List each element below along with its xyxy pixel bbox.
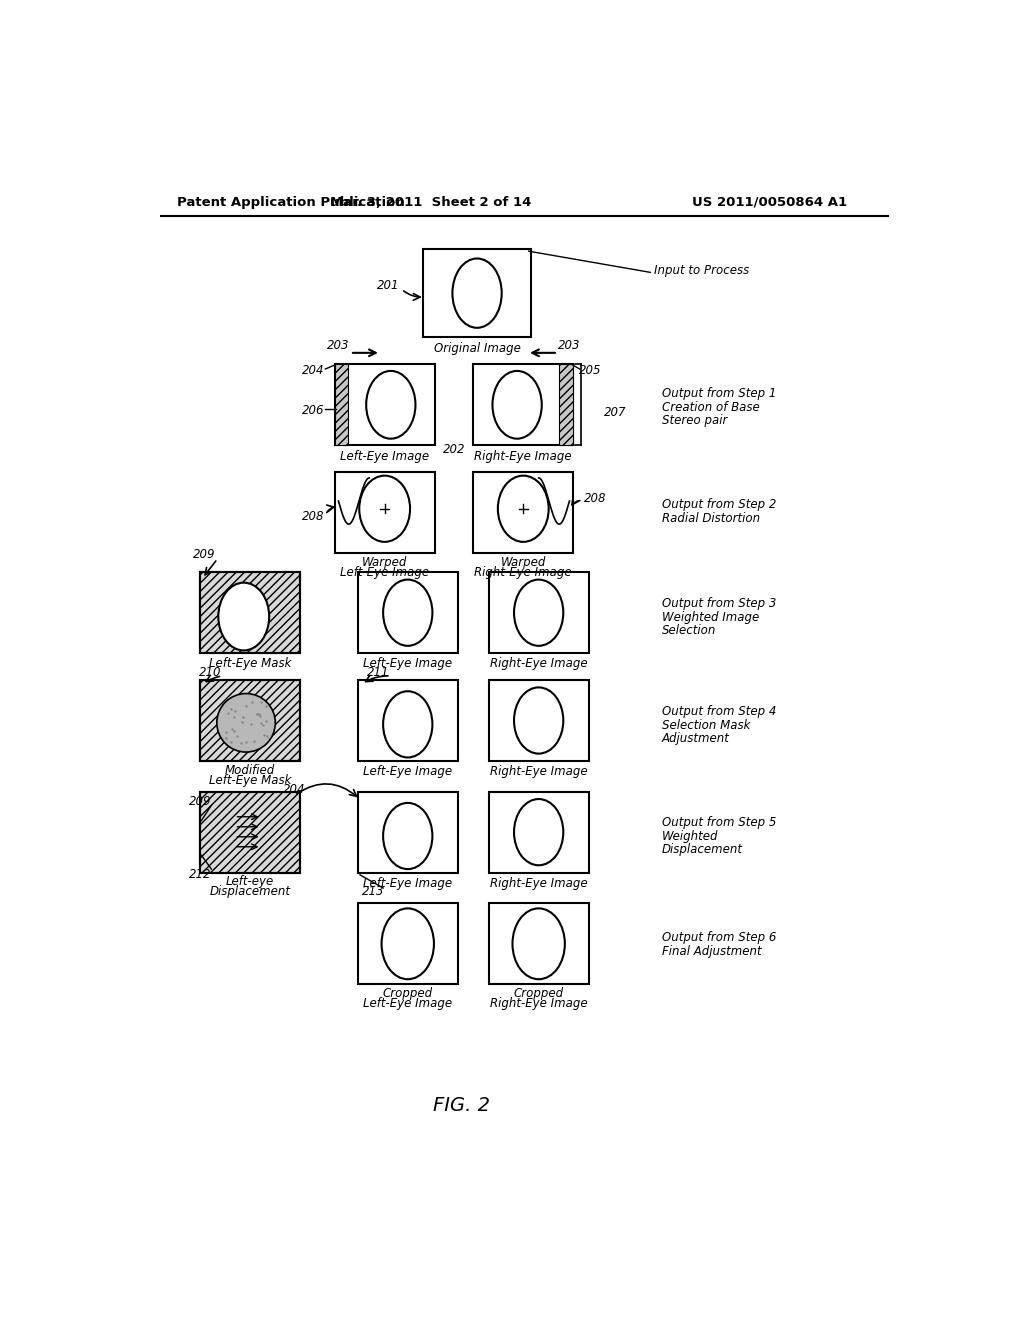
Text: 213: 213 [361,886,384,899]
Ellipse shape [383,579,432,645]
Text: 206: 206 [302,404,325,417]
Text: Output from Step 6: Output from Step 6 [662,931,776,944]
Text: Cropped: Cropped [514,987,564,1001]
Text: Displacement: Displacement [662,843,742,857]
Text: Modified: Modified [225,764,275,776]
Circle shape [217,693,275,752]
Ellipse shape [493,371,542,438]
Bar [473,364,573,445]
Text: Output from Step 1: Output from Step 1 [662,387,776,400]
Text: Right-Eye Image: Right-Eye Image [489,766,588,779]
Text: Warped: Warped [361,556,408,569]
Ellipse shape [359,475,410,541]
Text: 204: 204 [302,364,325,378]
Text: Selection Mask: Selection Mask [662,718,751,731]
Text: Left-Eye Mask: Left-Eye Mask [209,657,291,671]
Bar [357,903,458,985]
Bar [488,573,589,653]
Text: 208: 208 [584,492,606,506]
Text: 208: 208 [302,510,325,523]
Text: Left-Eye Image: Left-Eye Image [364,997,453,1010]
Text: Cropped: Cropped [383,987,433,1001]
Text: Weighted Image: Weighted Image [662,611,759,624]
Ellipse shape [383,803,432,869]
Text: Selection: Selection [662,624,716,638]
Text: Radial Distortion: Radial Distortion [662,512,760,525]
Text: Adjustment: Adjustment [662,731,730,744]
Text: Input to Process: Input to Process [654,264,750,277]
Text: Left-eye: Left-eye [225,875,274,888]
Bar [357,573,458,653]
Text: Warped: Warped [501,556,546,569]
Text: 203: 203 [558,339,581,351]
Text: Output from Step 2: Output from Step 2 [662,499,776,511]
Text: Right-Eye Image: Right-Eye Image [489,876,588,890]
Bar [200,792,300,873]
Bar [357,680,458,760]
Text: Left-Eye Image: Left-Eye Image [340,566,429,578]
Text: Original Image: Original Image [433,342,520,355]
Text: Left-Eye Image: Left-Eye Image [340,450,429,462]
Text: Patent Application Publication: Patent Application Publication [177,195,404,209]
Bar [473,473,573,553]
Bar [200,680,300,760]
Text: Output from Step 5: Output from Step 5 [662,816,776,829]
Text: FIG. 2: FIG. 2 [433,1096,490,1115]
Text: Right-Eye Image: Right-Eye Image [489,997,588,1010]
Text: Displacement: Displacement [210,886,291,899]
Text: Mar. 3, 2011  Sheet 2 of 14: Mar. 3, 2011 Sheet 2 of 14 [330,195,531,209]
Bar [559,364,573,445]
Bar [200,573,300,653]
Text: 209: 209 [193,548,215,561]
Text: Right-Eye Image: Right-Eye Image [474,566,572,578]
Bar [335,364,348,445]
Text: 209: 209 [188,795,211,808]
Bar [423,249,531,338]
Bar [200,573,300,653]
Text: Left-Eye Image: Left-Eye Image [364,657,453,671]
Text: 212: 212 [188,869,211,880]
Bar [335,473,435,553]
Text: Final Adjustment: Final Adjustment [662,945,762,958]
Text: 203: 203 [328,339,350,351]
Text: Creation of Base: Creation of Base [662,400,760,413]
Text: Left-Eye Mask: Left-Eye Mask [209,774,291,787]
Text: 202: 202 [442,442,465,455]
Bar [357,792,458,873]
Text: 204: 204 [284,783,306,796]
Ellipse shape [514,579,563,645]
Bar [200,792,300,873]
Ellipse shape [383,692,432,758]
Text: Output from Step 4: Output from Step 4 [662,705,776,718]
Ellipse shape [514,799,563,866]
Ellipse shape [512,908,565,979]
Ellipse shape [453,259,502,327]
Bar [488,792,589,873]
Ellipse shape [498,475,549,541]
Text: Left-Eye Image: Left-Eye Image [364,876,453,890]
Text: Right-Eye Image: Right-Eye Image [474,450,572,462]
Text: 210: 210 [199,667,221,680]
Text: 207: 207 [604,407,627,418]
Bar [488,903,589,985]
Ellipse shape [382,908,434,979]
Text: Output from Step 3: Output from Step 3 [662,597,776,610]
Bar [488,680,589,760]
Bar [200,680,300,760]
Text: Right-Eye Image: Right-Eye Image [489,657,588,671]
Ellipse shape [218,582,269,651]
Text: Left-Eye Image: Left-Eye Image [364,766,453,779]
Ellipse shape [367,371,416,438]
Text: Weighted: Weighted [662,830,719,843]
Text: Stereo pair: Stereo pair [662,413,727,426]
Text: US 2011/0050864 A1: US 2011/0050864 A1 [692,195,847,209]
Text: 211: 211 [368,667,390,680]
Text: 201: 201 [377,279,399,292]
Text: 205: 205 [579,364,601,378]
Bar [335,364,435,445]
Ellipse shape [514,688,563,754]
